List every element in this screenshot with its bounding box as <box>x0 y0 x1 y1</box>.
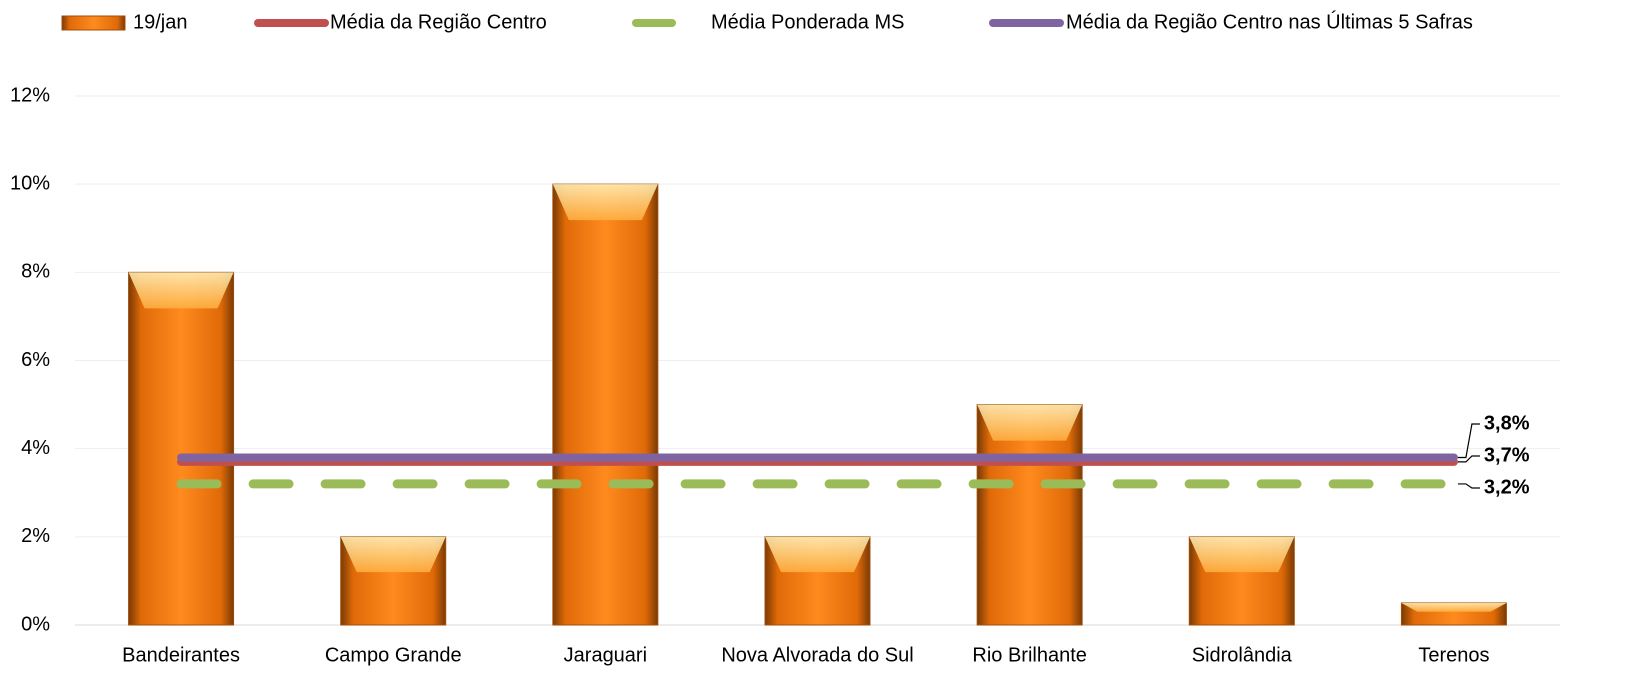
x-tick-label: Terenos <box>1418 644 1489 666</box>
x-tick-label: Campo Grande <box>325 644 462 666</box>
x-tick-label: Nova Alvorada do Sul <box>721 644 913 666</box>
legend-label: Média Ponderada MS <box>711 11 904 33</box>
bar-bevel <box>977 404 1083 441</box>
bar <box>128 271 235 626</box>
bar <box>552 183 659 626</box>
bar-bevel <box>552 184 658 221</box>
legend-label: Média da Região Centro nas Últimas 5 Saf… <box>1066 10 1473 33</box>
leader-line <box>1457 423 1480 459</box>
y-tick-label: 8% <box>21 261 50 283</box>
y-tick-label: 4% <box>21 437 50 459</box>
data-label: 3,7% <box>1484 444 1530 466</box>
data-label: 3,2% <box>1484 476 1530 498</box>
y-tick-label: 2% <box>21 525 50 547</box>
leader-line <box>1457 455 1480 463</box>
data-label: 3,8% <box>1484 412 1530 434</box>
x-tick-label: Sidrolândia <box>1192 644 1293 666</box>
bar <box>976 404 1083 626</box>
y-tick-label: 6% <box>21 349 50 371</box>
bar-bevel <box>765 536 870 573</box>
legend-label: Média da Região Centro <box>330 11 547 33</box>
legend-swatch <box>61 15 126 31</box>
y-tick-label: 12% <box>10 84 50 106</box>
x-tick-label: Bandeirantes <box>122 644 240 666</box>
bar-bevel <box>128 272 234 309</box>
y-tick-label: 0% <box>21 613 50 635</box>
y-tick-label: 10% <box>10 172 50 194</box>
x-tick-label: Rio Brilhante <box>972 644 1087 666</box>
legend-label: 19/jan <box>133 11 188 33</box>
leader-line <box>1457 483 1480 489</box>
bar-bevel <box>1189 536 1295 573</box>
bar-bevel <box>1401 602 1507 612</box>
x-tick-label: Jaraguari <box>564 644 647 666</box>
bar-bevel <box>340 536 446 573</box>
